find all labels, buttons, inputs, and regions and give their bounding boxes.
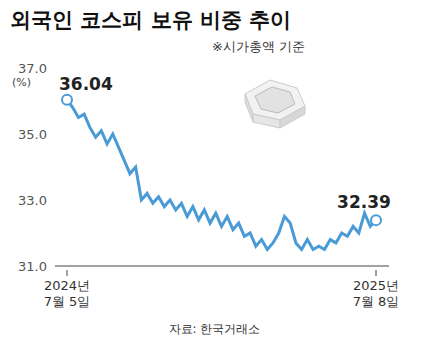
svg-text:35.0: 35.0 [18,127,47,142]
svg-text:2025년: 2025년 [353,278,399,293]
svg-text:31.0: 31.0 [18,259,47,274]
html-text:※시가총액 기준: ※시가총액 기준 [212,39,305,54]
html-text:외국인 코스피 보유 비중 추이: 외국인 코스피 보유 비중 추이 [10,8,292,32]
svg-text:2024년: 2024년 [44,278,90,293]
svg-text:33.0: 33.0 [18,193,47,208]
svg-text:7월 8일: 7월 8일 [353,294,400,309]
svg-text:37.0: 37.0 [18,61,47,76]
svg-text:36.04: 36.04 [59,74,113,94]
svg-text:7월 5일: 7월 5일 [44,294,91,309]
html-text:자료: 한국거래소: 자료: 한국거래소 [168,322,261,336]
svg-text:32.39: 32.39 [337,192,391,212]
